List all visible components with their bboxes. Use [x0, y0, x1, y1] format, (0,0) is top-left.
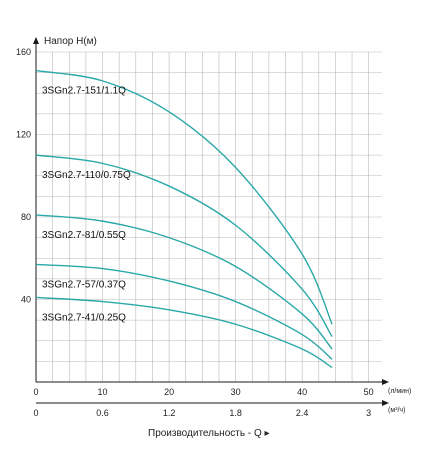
x-tick-label-secondary: 3	[366, 408, 371, 418]
x-tick-label: 30	[231, 387, 241, 397]
x-axis-title: Производительность - Q ▸	[148, 428, 270, 439]
series-line	[35, 154, 333, 337]
x-tick-label-secondary: 1.2	[163, 408, 176, 418]
series-label: 3SGn2.7-41/0.25Q	[42, 312, 126, 323]
axes	[33, 37, 389, 406]
x-axis-unit-primary: (л/мин)	[388, 388, 411, 395]
x-tick-label: 0	[33, 387, 38, 397]
series-label: 3SGn2.7-110/0.75Q	[42, 170, 131, 181]
x-tick-label-secondary: 0	[33, 408, 38, 418]
x-tick-label-secondary: 0.6	[96, 408, 109, 418]
y-tick-label: 40	[21, 295, 31, 305]
tick-labels: 40 80 120 160 0 10 20 30 40 50 0 0.6 1.2 1.8 2.4 3	[16, 47, 374, 418]
x-tick-label-secondary: 2.4	[296, 408, 309, 418]
series-line	[35, 69, 333, 325]
x-axis-unit-secondary: (м³/ч)	[388, 407, 405, 414]
x-tick-label: 40	[297, 387, 307, 397]
series-label: 3SGn2.7-57/0.37Q	[42, 279, 126, 290]
series-line	[35, 214, 333, 350]
series-labels: 3SGn2.7-151/1.1Q 3SGn2.7-110/0.75Q 3SGn2.7…	[42, 86, 131, 324]
x-tick-label-secondary: 1.8	[229, 408, 242, 418]
series-line	[35, 296, 333, 369]
series-line	[35, 263, 333, 360]
series-lines	[35, 69, 333, 369]
series-label: 3SGn2.7-151/1.1Q	[42, 86, 126, 97]
y-tick-label: 120	[16, 130, 31, 140]
x-tick-label: 50	[364, 387, 374, 397]
x-axis-arrow	[382, 379, 389, 385]
x-tick-label: 10	[98, 387, 108, 397]
series-label: 3SGn2.7-81/0.55Q	[42, 230, 126, 241]
y-axis-title: Напор H(м)	[44, 36, 97, 47]
x-axis-secondary-arrow	[382, 400, 389, 406]
y-tick-label: 160	[16, 47, 31, 57]
y-axis-arrow	[33, 37, 39, 44]
x-tick-label: 20	[164, 387, 174, 397]
y-tick-label: 80	[21, 212, 31, 222]
